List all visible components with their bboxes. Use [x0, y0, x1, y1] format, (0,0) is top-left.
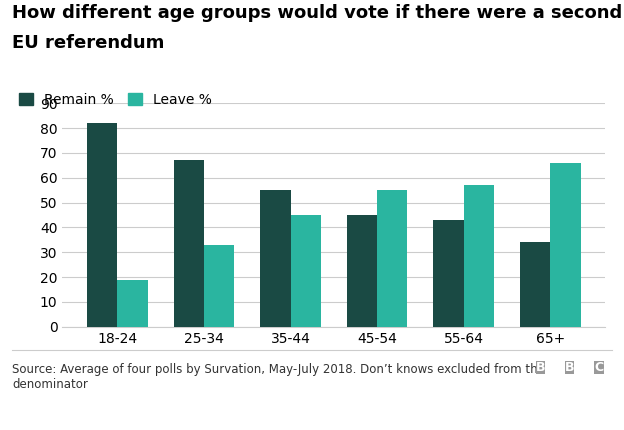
Bar — [550, 163, 580, 327]
Bar — [173, 160, 204, 327]
Text: How different age groups would vote if there were a second: How different age groups would vote if t… — [12, 4, 623, 22]
Bar — [520, 243, 550, 327]
Bar — [87, 123, 117, 327]
Text: C: C — [595, 361, 603, 374]
Bar — [434, 220, 464, 327]
Bar — [464, 185, 494, 327]
Bar — [117, 280, 148, 327]
Bar — [377, 190, 407, 327]
Legend: Remain %, Leave %: Remain %, Leave % — [19, 93, 212, 107]
Text: Source: Average of four polls by Survation, May-July 2018. Don’t knows excluded : Source: Average of four polls by Survati… — [12, 363, 545, 391]
Bar — [204, 245, 234, 327]
Text: B: B — [565, 361, 575, 374]
Bar — [291, 215, 321, 327]
Text: EU referendum: EU referendum — [12, 34, 165, 52]
Bar — [347, 215, 377, 327]
Bar — [260, 190, 291, 327]
Text: B: B — [535, 361, 545, 374]
